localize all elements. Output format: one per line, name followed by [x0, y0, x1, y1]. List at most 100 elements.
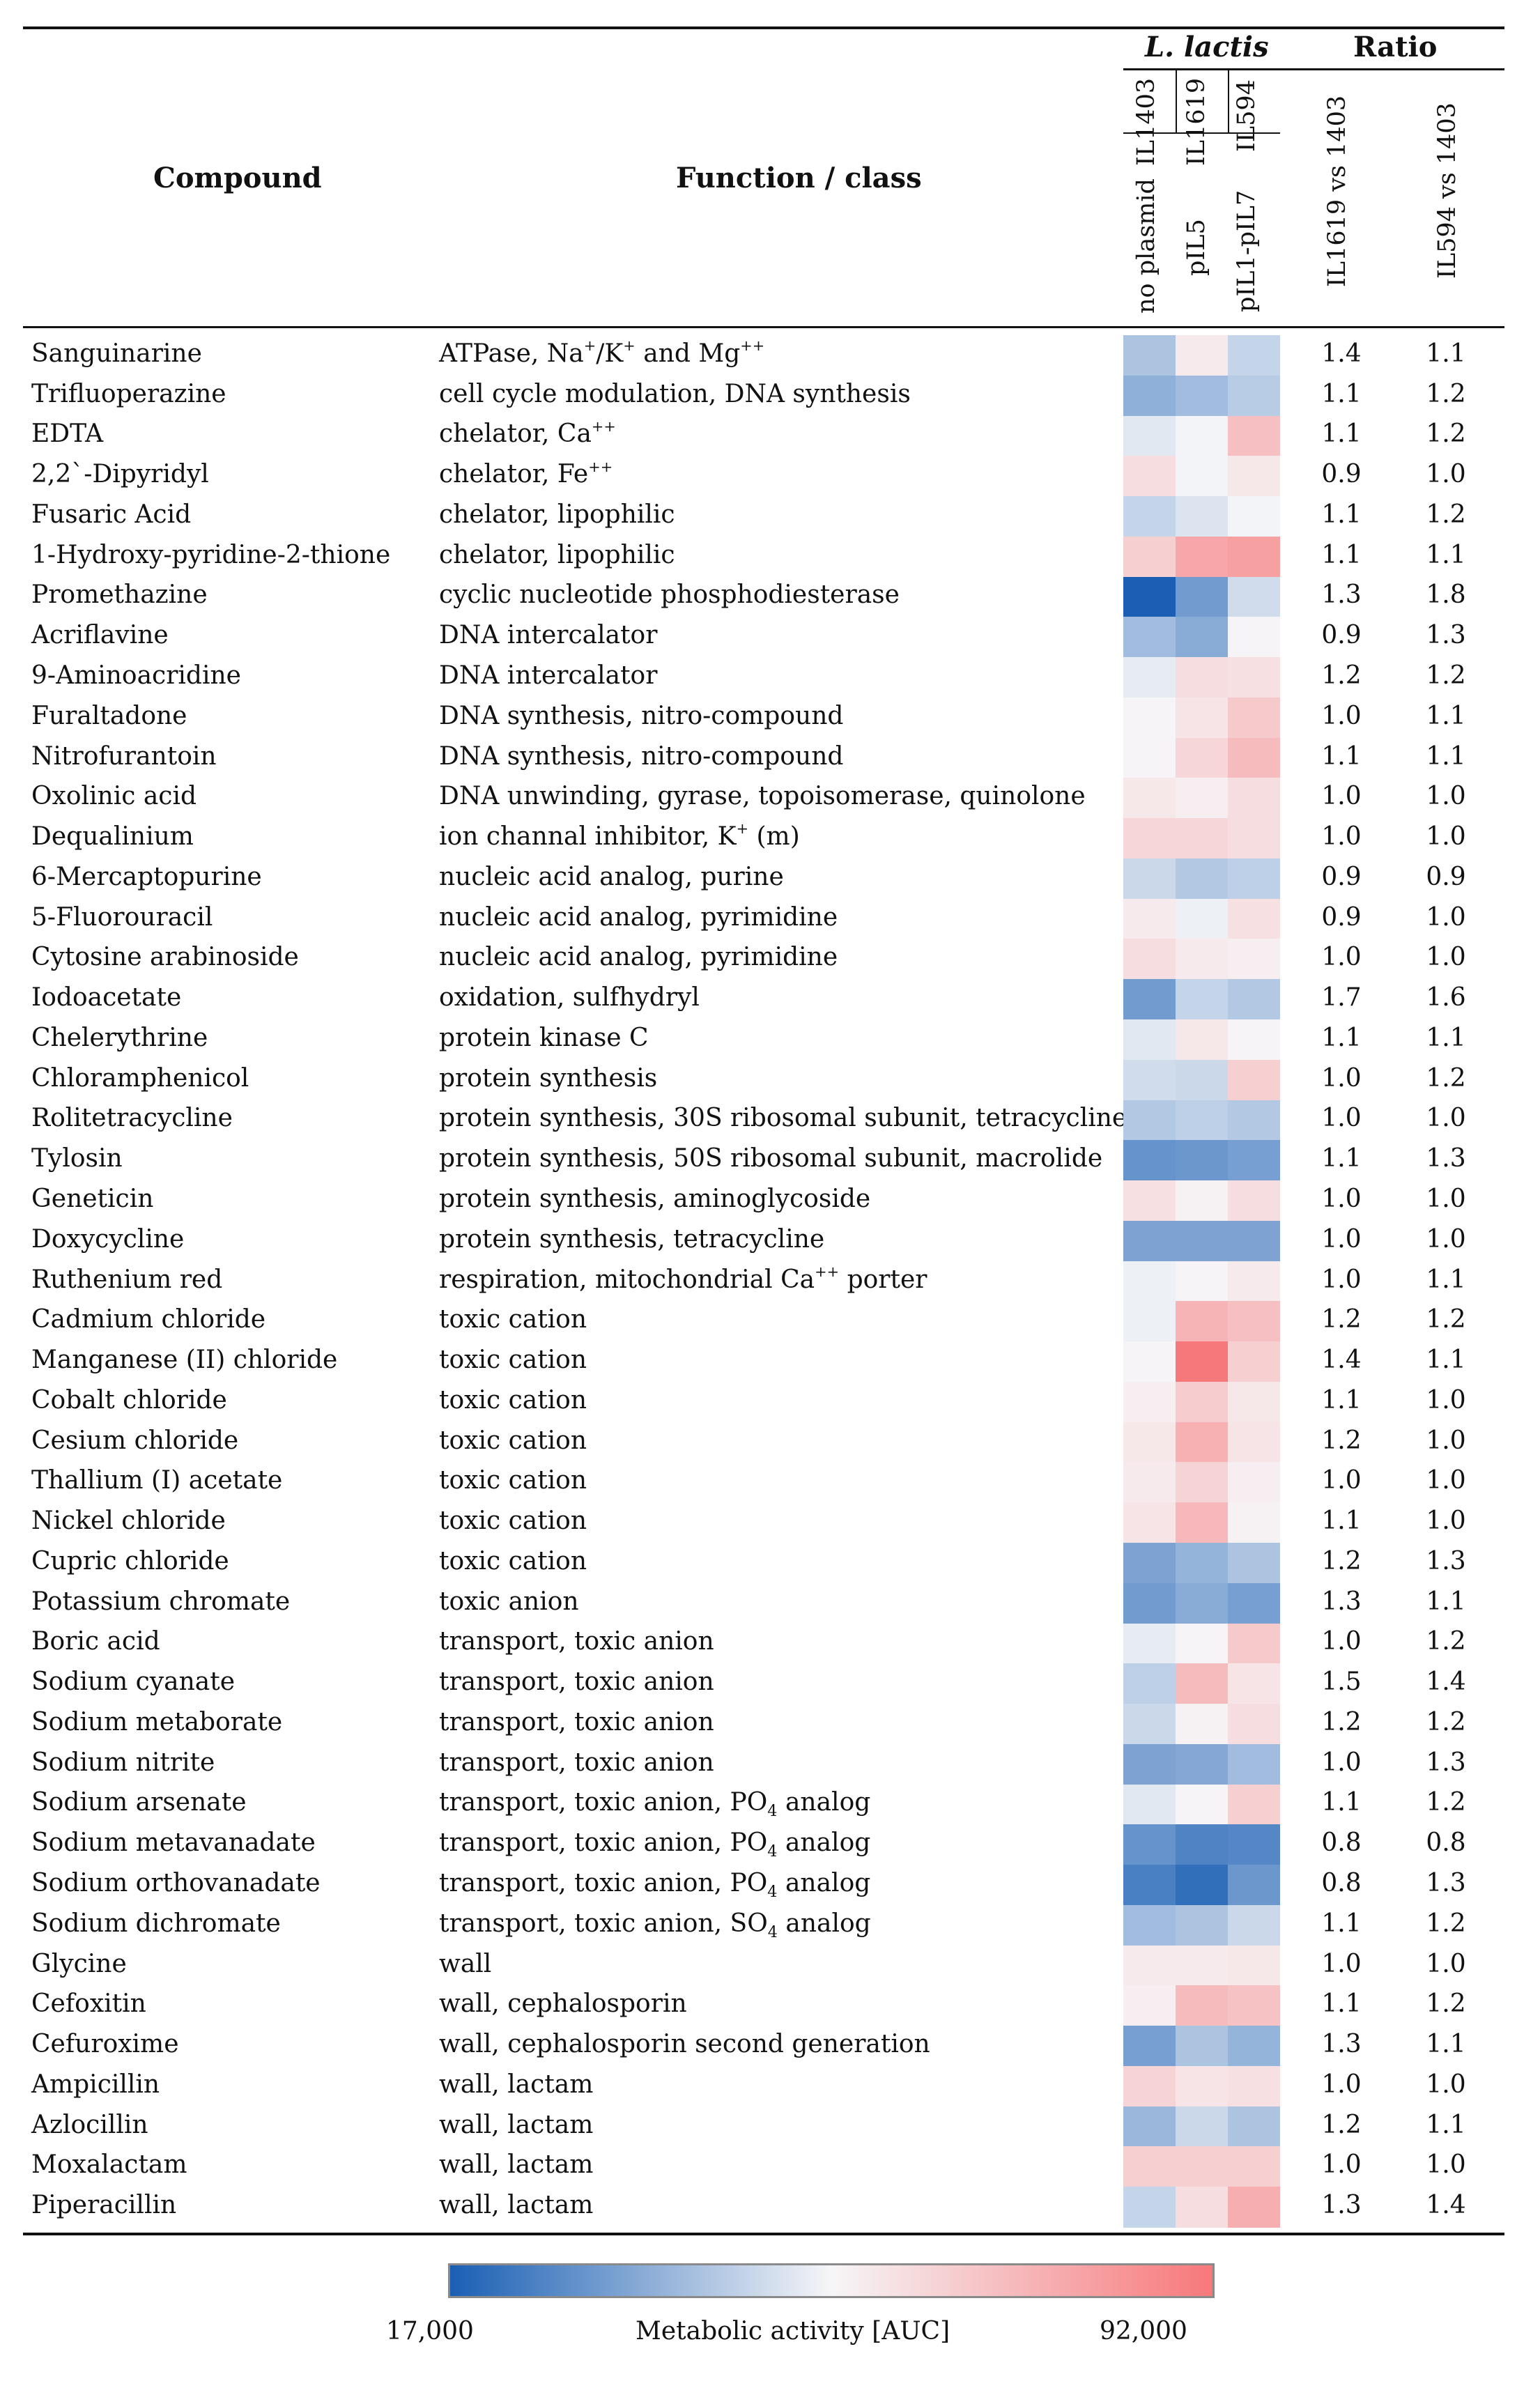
heatmap-cell-IL1619: [1176, 1865, 1228, 1906]
heatmap-cell-IL1403: [1123, 375, 1176, 417]
heatmap-cell-IL1403: [1123, 1059, 1176, 1101]
function-class: wall, lactam: [439, 2110, 594, 2139]
colorbar-min-label: 17,000: [386, 2317, 474, 2345]
heatmap-cell-IL594: [1228, 1904, 1280, 1946]
ratio-value-il594: 1.2: [1426, 1063, 1466, 1093]
ratio-value-il594: 1.1: [1426, 339, 1466, 368]
heatmap-cell-IL1619: [1176, 1140, 1228, 1181]
heatmap-cell-IL594: [1228, 1100, 1280, 1141]
ratio-value-il1619: 1.1: [1321, 741, 1362, 771]
compound-name: Acriflavine: [31, 621, 169, 650]
heatmap-cell-IL1403: [1123, 1904, 1176, 1946]
heatmap-cell-IL1619: [1176, 858, 1228, 900]
heatmap-cell-IL594: [1228, 496, 1280, 537]
compound-name: Fusaric Acid: [31, 500, 192, 529]
compound-name: 6-Mercaptopurine: [31, 862, 262, 891]
heatmap-cell-IL1403: [1123, 1985, 1176, 2026]
bottom-rule: [23, 2233, 1504, 2235]
heatmap-cell-IL1619: [1176, 617, 1228, 658]
compound-name: Thallium (I) acetate: [31, 1466, 283, 1495]
ratio-value-il1619: 1.3: [1321, 580, 1362, 610]
compound-name: Sanguinarine: [31, 339, 202, 368]
compound-name: Ampicillin: [31, 2070, 160, 2099]
heatmap-cell-IL1619: [1176, 1059, 1228, 1101]
heatmap-cell-IL1619: [1176, 737, 1228, 779]
ratio-value-il1619: 1.0: [1321, 1104, 1362, 1133]
heatmap-cell-IL1403: [1123, 1945, 1176, 1986]
heatmap-cell-IL1619: [1176, 1341, 1228, 1382]
function-class: transport, toxic anion, PO4 analog: [439, 1828, 871, 1861]
ratio-value-il594: 1.0: [1426, 2070, 1466, 2099]
function-class: nucleic acid analog, pyrimidine: [439, 902, 838, 932]
function-class: wall, lactam: [439, 2070, 594, 2099]
ratio-value-il594: 1.1: [1426, 1265, 1466, 1294]
compound-name: Cytosine arabinoside: [31, 943, 299, 972]
heatmap-cell-IL1619: [1176, 2026, 1228, 2067]
ratio-value-il594: 1.0: [1426, 2150, 1466, 2180]
ratio-value-il594: 1.0: [1426, 1104, 1466, 1133]
ratio-value-il594: 1.1: [1426, 1346, 1466, 1375]
function-class: wall: [439, 1949, 492, 1978]
function-class: chelator, Ca++: [439, 417, 616, 449]
heatmap-cell-IL594: [1228, 1704, 1280, 1745]
ratio-value-il594: 1.2: [1426, 1989, 1466, 2019]
heatmap-cell-IL1403: [1123, 536, 1176, 578]
heatmap-cell-IL1619: [1176, 697, 1228, 739]
strain-id-IL1403: IL1403: [1132, 77, 1160, 166]
heatmap-cell-IL1619: [1176, 1985, 1228, 2026]
heatmap-cell-IL594: [1228, 2146, 1280, 2187]
ratio-value-il594: 1.3: [1426, 621, 1466, 650]
ratio-value-il594: 1.2: [1426, 1305, 1466, 1334]
heatmap-cell-IL594: [1228, 1180, 1280, 1222]
heatmap-cell-IL1619: [1176, 2187, 1228, 2228]
ratio-value-il1619: 1.1: [1321, 500, 1362, 529]
ratio-value-il1619: 1.2: [1321, 2110, 1362, 2139]
heatmap-cell-IL1619: [1176, 335, 1228, 376]
ratio-value-il594: 1.0: [1426, 460, 1466, 489]
heatmap-cell-IL1403: [1123, 1180, 1176, 1222]
heatmap-cell-IL1403: [1123, 617, 1176, 658]
plasmid-label-IL1619: pIL5: [1183, 219, 1210, 276]
heatmap-cell-IL1403: [1123, 1422, 1176, 1463]
heatmap-cell-IL594: [1228, 1019, 1280, 1061]
heatmap-cell-IL1403: [1123, 2146, 1176, 2187]
ratio-value-il594: 1.2: [1426, 379, 1466, 408]
heatmap-cell-IL1619: [1176, 1663, 1228, 1704]
ratio-value-il1619: 1.1: [1321, 1989, 1362, 2019]
ratio-value-il594: 1.1: [1426, 1023, 1466, 1052]
ratio-value-il594: 1.0: [1426, 1184, 1466, 1213]
heatmap-cell-IL1619: [1176, 1784, 1228, 1825]
heatmap-cell-IL594: [1228, 335, 1280, 376]
ratio-value-il594: 1.1: [1426, 540, 1466, 569]
header-rule: [23, 326, 1504, 328]
function-class: transport, toxic anion, SO4 analog: [439, 1909, 871, 1941]
compound-name: Cesium chloride: [31, 1426, 239, 1455]
function-class: nucleic acid analog, purine: [439, 862, 784, 891]
compound-name: Sodium nitrite: [31, 1748, 215, 1777]
ratio-value-il594: 1.0: [1426, 1466, 1466, 1495]
ratio-value-il1619: 1.1: [1321, 1788, 1362, 1817]
heatmap-cell-IL1619: [1176, 576, 1228, 617]
ratio-value-il1619: 1.3: [1321, 2030, 1362, 2059]
ratio-value-il1619: 1.0: [1321, 1748, 1362, 1777]
function-class: transport, toxic anion, PO4 analog: [439, 1868, 871, 1901]
heatmap-cell-IL594: [1228, 858, 1280, 900]
ratio-value-il594: 1.0: [1426, 943, 1466, 972]
ratio-value-il1619: 1.5: [1321, 1667, 1362, 1697]
heatmap-cell-IL1403: [1123, 1542, 1176, 1584]
ratio-value-il1619: 0.9: [1321, 621, 1362, 650]
compound-name: Glycine: [31, 1949, 127, 1978]
heatmap-cell-IL594: [1228, 1784, 1280, 1825]
heatmap-cell-IL1619: [1176, 1100, 1228, 1141]
heatmap-cell-IL1619: [1176, 1462, 1228, 1503]
ratio-value-il594: 1.1: [1426, 1587, 1466, 1616]
heatmap-cell-IL1619: [1176, 375, 1228, 417]
function-class: toxic cation: [439, 1507, 587, 1536]
heatmap-cell-IL1619: [1176, 979, 1228, 1020]
compound-name: EDTA: [31, 419, 104, 449]
compound-name: Sodium orthovanadate: [31, 1868, 321, 1897]
heatmap-cell-IL1403: [1123, 1220, 1176, 1262]
compound-name: Furaltadone: [31, 701, 187, 730]
heatmap-cell-IL594: [1228, 1140, 1280, 1181]
heatmap-cell-IL594: [1228, 2065, 1280, 2107]
